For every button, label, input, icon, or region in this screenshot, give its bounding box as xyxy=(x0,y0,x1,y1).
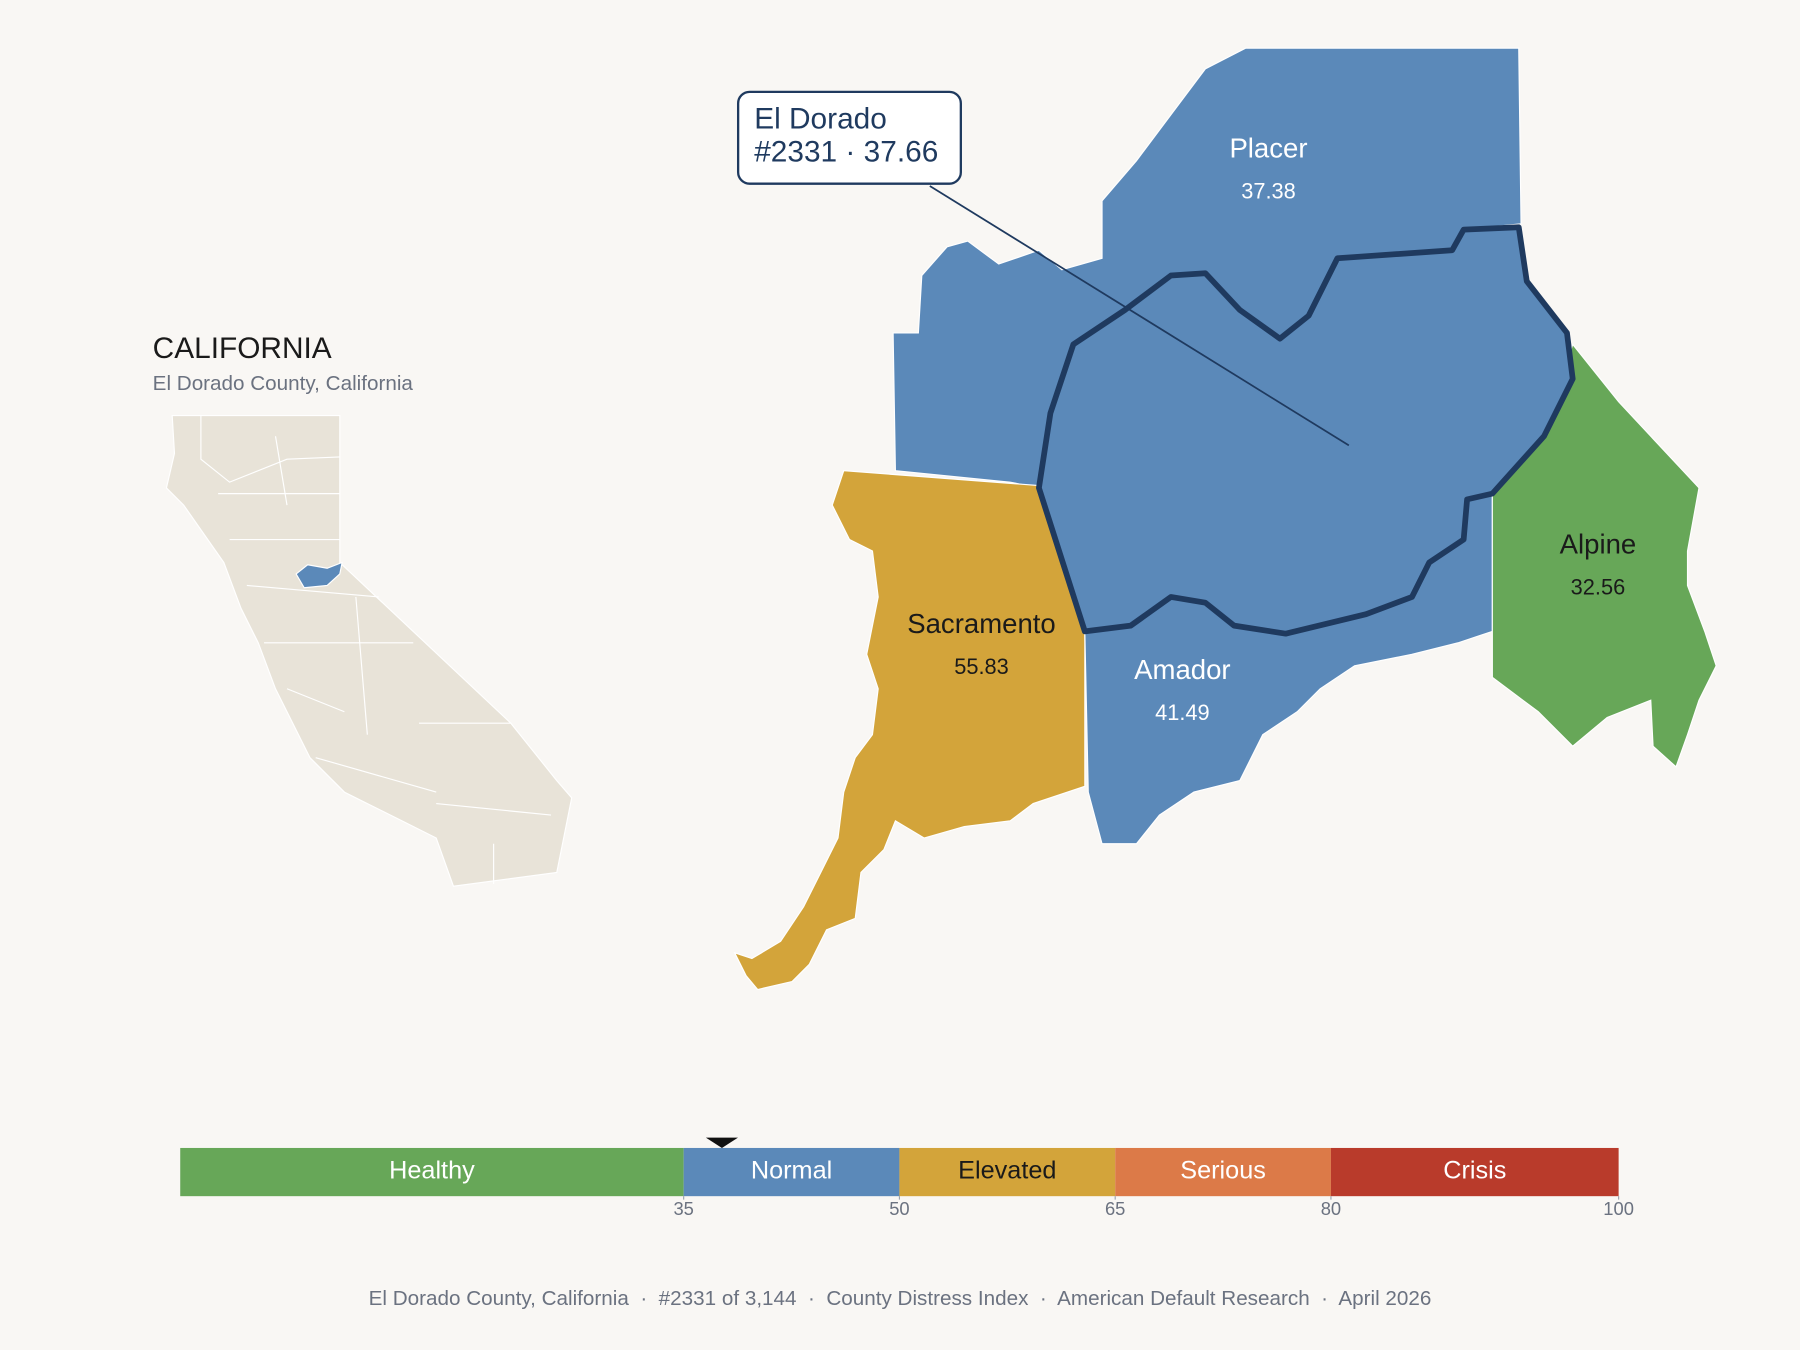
county-name: Sacramento xyxy=(907,608,1056,639)
callout-detail: #2331 · 37.66 xyxy=(754,136,938,169)
scale-band xyxy=(683,1147,900,1197)
county-name: Amador xyxy=(1134,654,1230,685)
score-marker xyxy=(705,1137,738,1148)
county-shape xyxy=(733,470,1086,991)
state-shape xyxy=(165,414,573,887)
county-value: 55.83 xyxy=(954,654,1009,679)
callout: El Dorado #2331 · 37.66 xyxy=(736,90,1350,447)
county-shape xyxy=(1491,343,1717,768)
county-value: 37.38 xyxy=(1241,179,1296,204)
county-value: 41.49 xyxy=(1155,700,1210,725)
band-label: Crisis xyxy=(1443,1157,1506,1185)
band-label: Healthy xyxy=(389,1157,475,1185)
county-layer: Placer 37.38 Sacramento 55.83 Amador 41.49 Alp… xyxy=(733,47,1717,991)
scale-band xyxy=(1115,1147,1331,1197)
scale-band xyxy=(180,1147,684,1197)
callout-box xyxy=(736,90,962,185)
band-label: Normal xyxy=(751,1157,832,1185)
county-name: Placer xyxy=(1229,133,1307,164)
scale-band xyxy=(899,1147,1116,1197)
tick-label: 35 xyxy=(673,1198,693,1219)
county-name: Alpine xyxy=(1560,529,1637,560)
band-label: Elevated xyxy=(958,1157,1056,1185)
inset-subtitle: El Dorado County, California xyxy=(153,372,414,395)
band-label: Serious xyxy=(1180,1157,1266,1185)
tick-label: 100 xyxy=(1603,1198,1634,1219)
callout-name: El Dorado xyxy=(754,102,887,135)
focus-outline xyxy=(1036,224,1576,637)
scale-band xyxy=(1330,1147,1619,1197)
footer: El Dorado County, California · #2331 of … xyxy=(369,1287,1432,1310)
inset-county-lines xyxy=(200,415,552,884)
tick-label: 80 xyxy=(1321,1198,1341,1219)
inset-title: CALIFORNIA xyxy=(153,332,332,365)
tick-label: 50 xyxy=(889,1198,909,1219)
county-value: 32.56 xyxy=(1571,575,1626,600)
state-inset xyxy=(165,414,573,887)
tick-label: 65 xyxy=(1105,1198,1125,1219)
inset-highlight xyxy=(295,561,343,589)
callout-leader xyxy=(929,185,1350,447)
scale-bar: Healthy Normal Elevated Serious Crisis 35 50 65… xyxy=(180,1137,1634,1219)
